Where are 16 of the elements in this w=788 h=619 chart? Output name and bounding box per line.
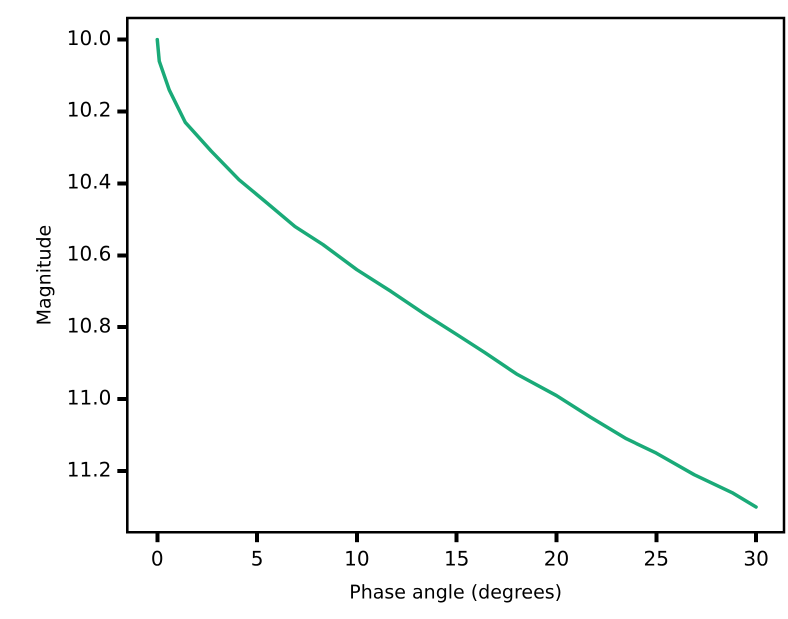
x-tick-label: 30 <box>743 546 769 570</box>
y-tick-label: 11.0 <box>66 385 112 410</box>
y-tick-label: 10.0 <box>66 26 112 50</box>
x-tick-label: 0 <box>150 546 164 570</box>
y-tick-label: 11.2 <box>66 457 112 482</box>
y-tick-label: 10.8 <box>66 313 112 338</box>
y-axis-title: Magnitude <box>33 224 56 326</box>
y-tick-label: 10.6 <box>66 242 112 266</box>
x-tick-label: 25 <box>644 546 669 570</box>
x-tick-label: 5 <box>250 546 264 570</box>
x-axis-title: Phase angle (degrees) <box>349 582 562 604</box>
x-tick-label: 15 <box>444 546 470 570</box>
y-tick-label: 10.4 <box>66 170 112 194</box>
x-tick-label: 20 <box>544 546 570 570</box>
y-tick-label: 10.2 <box>66 98 112 122</box>
x-tick-label: 10 <box>344 546 370 570</box>
